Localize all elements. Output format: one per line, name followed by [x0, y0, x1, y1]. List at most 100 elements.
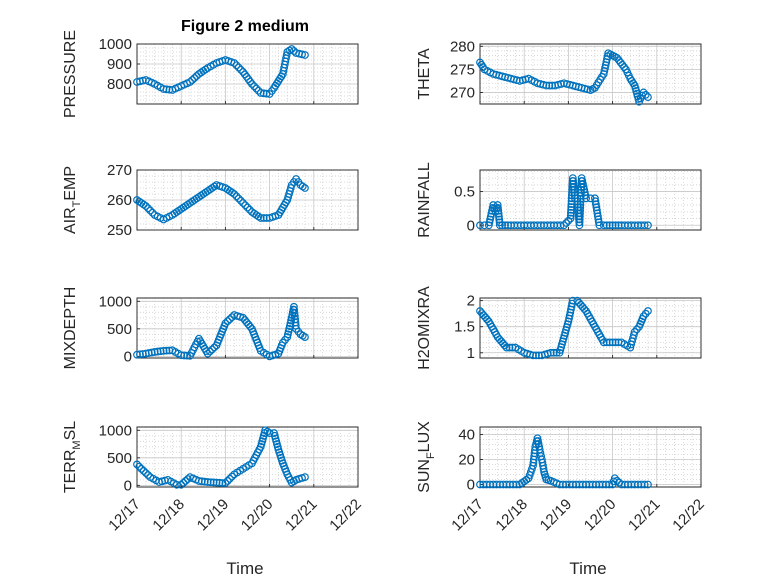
- data-point-terr_msl: [139, 466, 148, 475]
- data-point-air_temp: [243, 203, 252, 212]
- data-point-mixdepth: [177, 351, 186, 360]
- data-point-rainfall: [577, 174, 586, 182]
- data-point-rainfall: [579, 182, 588, 191]
- y-tick-label: 1000: [99, 293, 132, 310]
- data-point-h2omixra: [611, 338, 620, 347]
- data-point-rainfall: [579, 179, 587, 188]
- data-point-air_temp: [254, 212, 263, 221]
- data-point-rainfall: [495, 212, 503, 221]
- data-point-air_temp: [298, 182, 307, 191]
- data-point-terr_msl: [225, 474, 234, 483]
- data-point-terr_msl: [181, 477, 190, 485]
- x-tick-label: 12/18: [149, 496, 188, 535]
- data-point-mixdepth: [203, 349, 212, 358]
- data-point-terr_msl: [212, 478, 221, 487]
- y-tick-label: 500: [107, 450, 132, 467]
- data-point-sun_flux: [534, 437, 542, 445]
- data-point-air_temp: [234, 194, 243, 203]
- data-point-rainfall: [485, 218, 494, 227]
- axes-frame: [479, 43, 702, 105]
- y-tick-label: 1000: [99, 422, 132, 439]
- axes-terr_msl: [136, 426, 359, 488]
- data-point-theta: [548, 81, 557, 90]
- y-tick-label: 1.5: [454, 319, 475, 336]
- data-point-rainfall: [569, 182, 578, 191]
- axes-frame: [136, 426, 359, 488]
- data-point-h2omixra: [529, 351, 537, 360]
- data-point-h2omixra: [535, 351, 543, 360]
- data-point-theta: [545, 81, 554, 90]
- data-point-sun_flux: [644, 480, 652, 489]
- x-tick-label: 12/22: [326, 496, 365, 535]
- y-tick-label: 270: [107, 162, 132, 179]
- data-point-air_temp: [146, 206, 155, 215]
- y-axis-label: RAINFALL: [416, 162, 433, 238]
- data-point-rainfall: [484, 221, 493, 230]
- data-point-mixdepth: [208, 345, 217, 354]
- data-point-mixdepth: [162, 346, 171, 355]
- y-tick-label: 2: [467, 293, 475, 310]
- data-point-mixdepth: [138, 350, 147, 358]
- data-point-terr_msl: [215, 478, 224, 487]
- y-tick-label: 1000: [99, 36, 132, 53]
- data-point-pressure: [230, 59, 239, 67]
- data-point-rainfall: [566, 211, 575, 220]
- data-point-pressure: [232, 61, 241, 70]
- y-axis-label: H2OMIXRA: [416, 286, 433, 370]
- y-tick-label: 20: [458, 452, 475, 469]
- data-point-terr_msl: [209, 478, 218, 487]
- data-point-terr_msl: [141, 469, 150, 477]
- data-point-rainfall: [575, 215, 584, 224]
- data-point-mixdepth: [228, 313, 236, 322]
- data-point-rainfall: [498, 221, 507, 230]
- data-point-h2omixra: [605, 338, 614, 347]
- data-point-terr_msl: [137, 464, 146, 473]
- data-point-rainfall: [605, 221, 614, 230]
- y-axis-label: TERRMSL: [62, 421, 83, 493]
- data-point-mixdepth: [206, 347, 214, 356]
- y-tick-label: 270: [450, 84, 475, 101]
- y-tick-label: 260: [107, 192, 132, 209]
- data-point-rainfall: [569, 177, 578, 185]
- data-point-rainfall: [599, 221, 608, 230]
- data-point-sun_flux: [539, 464, 548, 473]
- data-point-terr_msl: [301, 473, 309, 481]
- data-point-sun_flux: [533, 434, 542, 443]
- panel-air_temp: 250 260 270 AIRTEMP: [62, 162, 359, 239]
- data-point-h2omixra: [599, 338, 608, 347]
- data-point-terr_msl: [177, 480, 186, 489]
- data-point-mixdepth: [150, 348, 159, 356]
- data-point-air_temp: [239, 199, 247, 207]
- data-point-terr_msl: [206, 478, 215, 487]
- axes-h2omixra: [479, 297, 702, 359]
- x-tick-label: 12/20: [581, 496, 620, 535]
- data-point-pressure: [248, 80, 256, 88]
- data-point-sun_flux: [613, 476, 621, 485]
- data-point-h2omixra: [602, 338, 611, 347]
- data-point-rainfall: [576, 209, 584, 218]
- data-point-air_temp: [141, 202, 150, 210]
- y-tick-label: 280: [450, 38, 475, 55]
- data-point-h2omixra: [502, 343, 511, 352]
- x-tick-label: 12/21: [625, 496, 664, 535]
- data-point-rainfall: [575, 218, 584, 227]
- y-tick-label: 0: [467, 477, 475, 494]
- x-axis-label-right: Time: [569, 559, 606, 578]
- data-point-rainfall: [569, 179, 578, 188]
- data-point-air_temp: [245, 205, 254, 214]
- data-point-rainfall: [611, 221, 620, 230]
- data-point-mixdepth: [180, 351, 189, 360]
- y-tick-label: 0: [124, 477, 132, 494]
- data-point-theta: [641, 90, 650, 99]
- axes-sun_flux: [479, 426, 702, 488]
- data-point-terr_msl: [221, 479, 230, 488]
- data-point-rainfall: [495, 221, 504, 230]
- data-point-pressure: [162, 85, 171, 94]
- axes-frame: [136, 43, 359, 105]
- data-point-h2omixra: [505, 343, 514, 352]
- data-point-pressure: [188, 76, 197, 84]
- x-tick-label: 12/22: [669, 496, 708, 535]
- data-point-pressure: [138, 76, 147, 85]
- axes-frame: [479, 297, 702, 359]
- data-point-rainfall: [566, 214, 575, 223]
